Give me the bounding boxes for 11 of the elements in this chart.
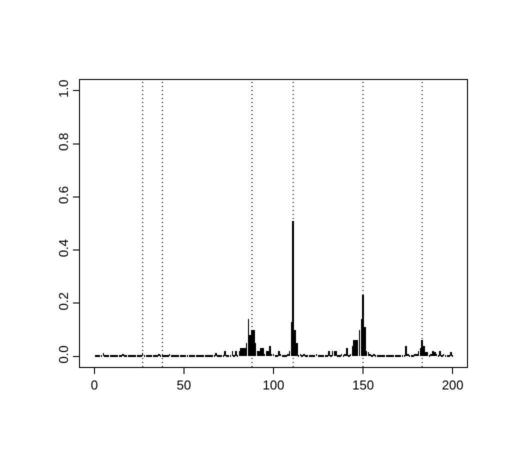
y-tick-label: 0.6 — [56, 186, 71, 204]
x-tick-label: 150 — [352, 378, 374, 393]
y-tick-label: 0.8 — [56, 132, 71, 151]
x-tick-label: 100 — [262, 378, 284, 393]
y-tick-label: 0.0 — [56, 345, 71, 364]
y-tick-label: 0.4 — [56, 239, 71, 258]
x-tick-label: 0 — [90, 378, 98, 393]
x-tick-label: 50 — [176, 378, 192, 393]
x-tick-label: 200 — [442, 378, 464, 393]
y-tick-label: 1.0 — [56, 80, 71, 98]
y-tick-label: 0.2 — [56, 292, 71, 310]
